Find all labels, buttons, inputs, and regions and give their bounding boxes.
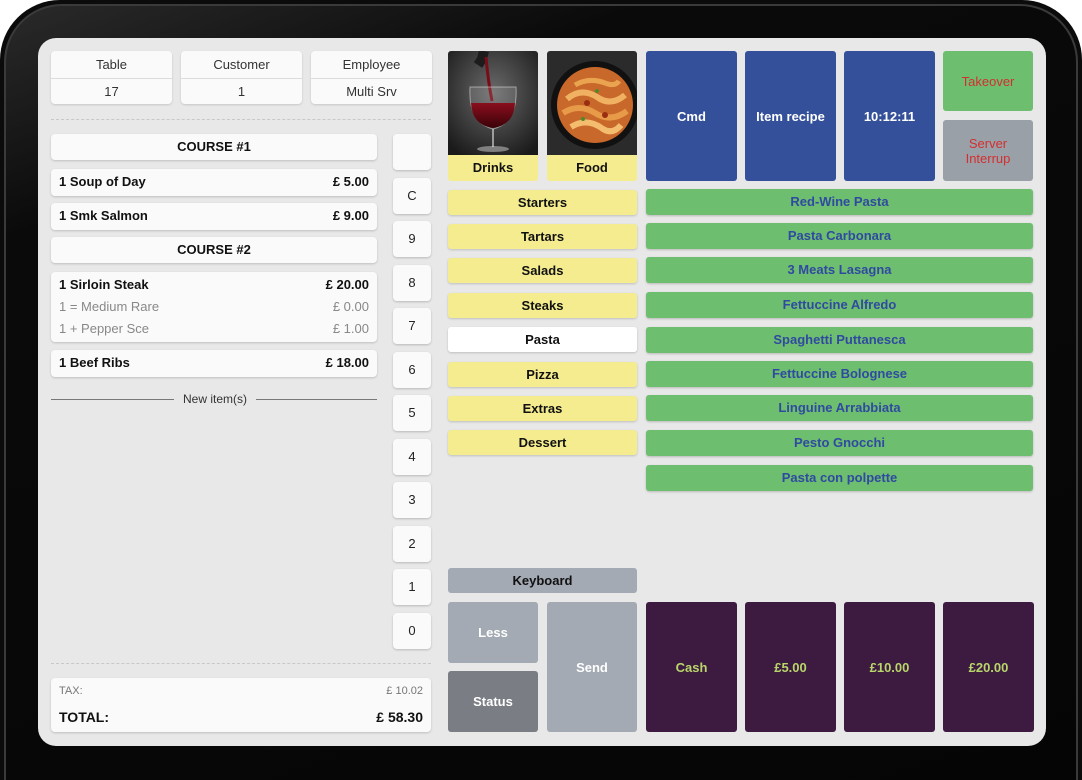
server-interrupt-button[interactable]: Server Interrup — [943, 120, 1033, 181]
totals-divider — [51, 663, 431, 664]
menu-item[interactable]: Linguine Arrabbiata — [646, 395, 1033, 421]
employee-value: Multi Srv — [346, 84, 397, 99]
divider — [311, 78, 432, 79]
employee-label: Employee — [342, 57, 401, 72]
tax-label: TAX: — [59, 685, 83, 697]
takeover-button[interactable]: Takeover — [943, 51, 1033, 111]
item-recipe-button[interactable]: Item recipe — [745, 51, 836, 181]
modifier-line: 1 = Medium Rare £ 0.00 — [59, 296, 369, 318]
customer-label: Customer — [213, 57, 270, 72]
order-item[interactable]: 1 Sirloin Steak £ 20.00 1 = Medium Rare … — [51, 272, 377, 342]
order-item-price: £ 18.00 — [325, 355, 369, 370]
modifier-line: 1 + Pepper Sce £ 1.00 — [59, 318, 369, 340]
keypad-key-9[interactable]: 9 — [393, 221, 431, 257]
order-item-line: 1 Soup of Day £ 5.00 — [59, 171, 369, 193]
keyboard-button[interactable]: Keyboard — [448, 568, 637, 593]
table-value: 17 — [104, 84, 119, 99]
order-item-price: £ 20.00 — [325, 277, 369, 292]
keypad-key-3[interactable]: 3 — [393, 482, 431, 518]
table-card[interactable]: Table 17 — [51, 51, 172, 104]
table-label: Table — [95, 57, 128, 72]
modifier-price: £ 1.00 — [332, 321, 369, 336]
new-items-line-right — [256, 399, 377, 400]
menu-item[interactable]: Spaghetti Puttanesca — [646, 327, 1033, 353]
clock-display: 10:12:11 — [844, 51, 935, 181]
keypad-clear-key[interactable]: C — [393, 178, 431, 214]
order-item-line: 1 Beef Ribs £ 18.00 — [59, 352, 369, 374]
order-item-line: 1 Sirloin Steak £ 20.00 — [59, 274, 369, 296]
order-item[interactable]: 1 Smk Salmon £ 9.00 — [51, 203, 377, 230]
send-button[interactable]: Send — [547, 602, 637, 732]
drinks-label: Drinks — [448, 155, 538, 181]
keypad-key-0[interactable]: 0 — [393, 613, 431, 649]
keypad-key-6[interactable]: 6 — [393, 352, 431, 388]
customer-card[interactable]: Customer 1 — [181, 51, 302, 104]
keypad-key-7[interactable]: 7 — [393, 308, 431, 344]
modifier-price: £ 0.00 — [332, 299, 369, 314]
modifier-name: 1 + Pepper Sce — [59, 321, 149, 336]
menu-item[interactable]: Pesto Gnocchi — [646, 430, 1033, 456]
menu-item[interactable]: Red-Wine Pasta — [646, 189, 1033, 215]
category-salads[interactable]: Salads — [448, 258, 637, 283]
total-value: £ 58.30 — [376, 709, 423, 725]
menu-item[interactable]: Fettuccine Alfredo — [646, 292, 1033, 318]
tax-value: £ 10.02 — [386, 685, 423, 697]
total-label: TOTAL: — [59, 709, 110, 725]
category-starters[interactable]: Starters — [448, 190, 637, 215]
drinks-button[interactable]: Drinks — [448, 51, 538, 181]
new-items-label: New item(s) — [182, 392, 247, 406]
cash-button[interactable]: Cash — [646, 602, 737, 732]
customer-value: 1 — [237, 84, 246, 99]
keypad-key-8[interactable]: 8 — [393, 265, 431, 301]
course-2-header[interactable]: COURSE #2 — [51, 237, 377, 263]
order-item-name: 1 Soup of Day — [59, 174, 146, 189]
pasta-photo — [547, 51, 637, 155]
category-tartars[interactable]: Tartars — [448, 224, 637, 249]
food-button[interactable]: Food — [547, 51, 637, 181]
category-steaks[interactable]: Steaks — [448, 293, 637, 318]
menu-item[interactable]: Pasta Carbonara — [646, 223, 1033, 249]
category-extras[interactable]: Extras — [448, 396, 637, 421]
order-item-name: 1 Smk Salmon — [59, 208, 148, 223]
course-1-header[interactable]: COURSE #1 — [51, 134, 377, 160]
cmd-button[interactable]: Cmd — [646, 51, 737, 181]
category-pizza[interactable]: Pizza — [448, 362, 637, 387]
keypad-key-1[interactable]: 1 — [393, 569, 431, 605]
status-button[interactable]: Status — [448, 671, 538, 732]
header-divider — [51, 119, 431, 120]
keypad-key-4[interactable]: 4 — [393, 439, 431, 475]
order-item-price: £ 5.00 — [332, 174, 369, 189]
order-item-line: 1 Smk Salmon £ 9.00 — [59, 205, 369, 227]
divider — [51, 78, 172, 79]
keypad-key-5[interactable]: 5 — [393, 395, 431, 431]
order-item-name: 1 Beef Ribs — [59, 355, 130, 370]
category-dessert[interactable]: Dessert — [448, 430, 637, 455]
pos-screen: Table 17 Customer 1 Employee Multi Srv C… — [38, 38, 1046, 746]
order-item[interactable]: 1 Beef Ribs £ 18.00 — [51, 350, 377, 377]
divider — [181, 78, 302, 79]
menu-item[interactable]: Fettuccine Bolognese — [646, 361, 1033, 387]
employee-card[interactable]: Employee Multi Srv — [311, 51, 432, 104]
menu-item[interactable]: 3 Meats Lasagna — [646, 257, 1033, 283]
pay-5-button[interactable]: £5.00 — [745, 602, 836, 732]
keypad-blank-key[interactable] — [393, 134, 431, 170]
order-item-name: 1 Sirloin Steak — [59, 277, 149, 292]
keypad-key-2[interactable]: 2 — [393, 526, 431, 562]
new-items-line-left — [51, 399, 174, 400]
menu-item[interactable]: Pasta con polpette — [646, 465, 1033, 491]
category-pasta[interactable]: Pasta — [448, 327, 637, 352]
wine-glass-photo — [448, 51, 538, 155]
food-label: Food — [547, 155, 637, 181]
order-item-price: £ 9.00 — [332, 208, 369, 223]
order-item[interactable]: 1 Soup of Day £ 5.00 — [51, 169, 377, 196]
modifier-name: 1 = Medium Rare — [59, 299, 160, 314]
totals-box: TAX: £ 10.02 TOTAL: £ 58.30 — [51, 678, 431, 732]
pay-10-button[interactable]: £10.00 — [844, 602, 935, 732]
less-button[interactable]: Less — [448, 602, 538, 663]
pay-20-button[interactable]: £20.00 — [943, 602, 1034, 732]
